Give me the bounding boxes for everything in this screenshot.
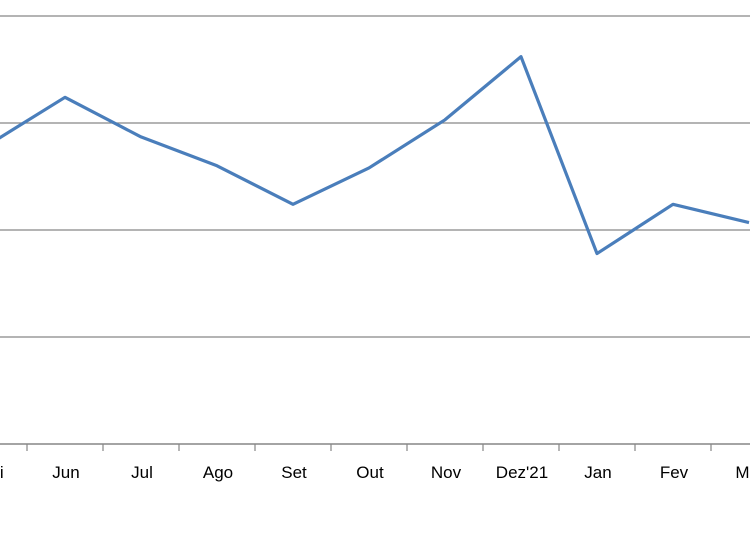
x-tick-label: Dez'21 bbox=[496, 463, 548, 482]
x-axis bbox=[0, 443, 750, 451]
x-tick-label: Mar bbox=[735, 463, 750, 482]
x-tick-labels: Mai Jun Jul Ago Set Out Nov Dez'21 Jan Fev Mar bbox=[0, 463, 750, 482]
x-tick-label: Jun bbox=[52, 463, 79, 482]
x-tick-label: Nov bbox=[431, 463, 462, 482]
x-tick-label: Ago bbox=[203, 463, 233, 482]
series-line bbox=[0, 55, 750, 256]
x-tick-label: Set bbox=[281, 463, 307, 482]
x-tick-label: Mai bbox=[0, 463, 4, 482]
x-tick-label: Jan bbox=[584, 463, 611, 482]
series bbox=[0, 55, 750, 256]
x-tick-label: Jul bbox=[131, 463, 153, 482]
x-tick-label: Fev bbox=[660, 463, 689, 482]
gridlines bbox=[0, 15, 750, 338]
x-tick-label: Out bbox=[356, 463, 384, 482]
